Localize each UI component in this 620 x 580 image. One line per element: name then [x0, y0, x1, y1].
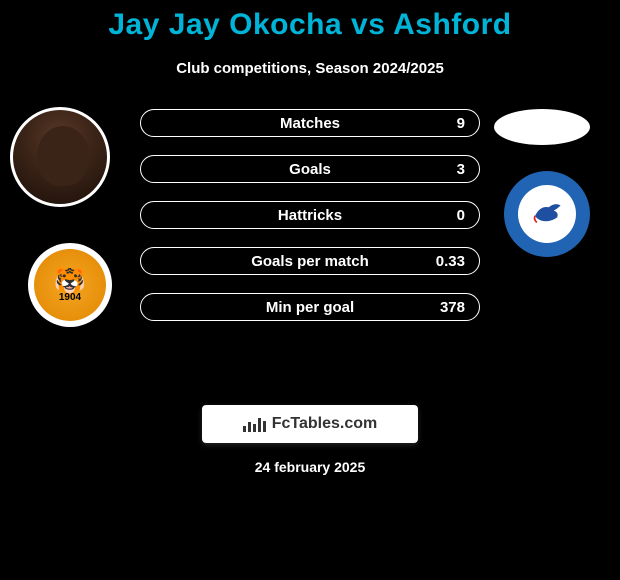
stat-value: 0.33 [436, 253, 465, 270]
bird-icon [530, 197, 564, 231]
club-right-inner [518, 185, 576, 243]
tiger-icon: 🐯 [54, 268, 86, 294]
club-left-year: 1904 [59, 292, 81, 303]
player-left-avatar [10, 107, 110, 207]
stat-row: Goals 3 [140, 155, 480, 183]
page-subtitle: Club competitions, Season 2024/2025 [0, 60, 620, 77]
stat-value: 3 [457, 161, 465, 178]
club-left-inner: 🐯 1904 [34, 249, 106, 321]
stat-value: 0 [457, 207, 465, 224]
footer-site-text: FcTables.com [272, 415, 378, 433]
stat-value: 378 [440, 299, 465, 316]
stat-row: Min per goal 378 [140, 293, 480, 321]
chart-icon [243, 416, 266, 432]
stat-label: Goals [289, 161, 331, 178]
stat-row: Matches 9 [140, 109, 480, 137]
footer-date: 24 february 2025 [0, 459, 620, 475]
stat-value: 9 [457, 115, 465, 132]
page-title: Jay Jay Okocha vs Ashford [0, 0, 620, 42]
stat-label: Hattricks [278, 207, 342, 224]
stat-label: Min per goal [266, 299, 354, 316]
stat-label: Matches [280, 115, 340, 132]
club-left-badge: 🐯 1904 [28, 243, 112, 327]
player-right-avatar-placeholder [494, 109, 590, 145]
stat-row: Goals per match 0.33 [140, 247, 480, 275]
club-right-badge [504, 171, 590, 257]
comparison-panel: 🐯 1904 Matches 9 Goals 3 Hattricks 0 Goa… [0, 105, 620, 405]
stat-row: Hattricks 0 [140, 201, 480, 229]
footer-site-badge: FcTables.com [202, 405, 418, 443]
stats-list: Matches 9 Goals 3 Hattricks 0 Goals per … [140, 109, 480, 339]
stat-label: Goals per match [251, 253, 369, 270]
